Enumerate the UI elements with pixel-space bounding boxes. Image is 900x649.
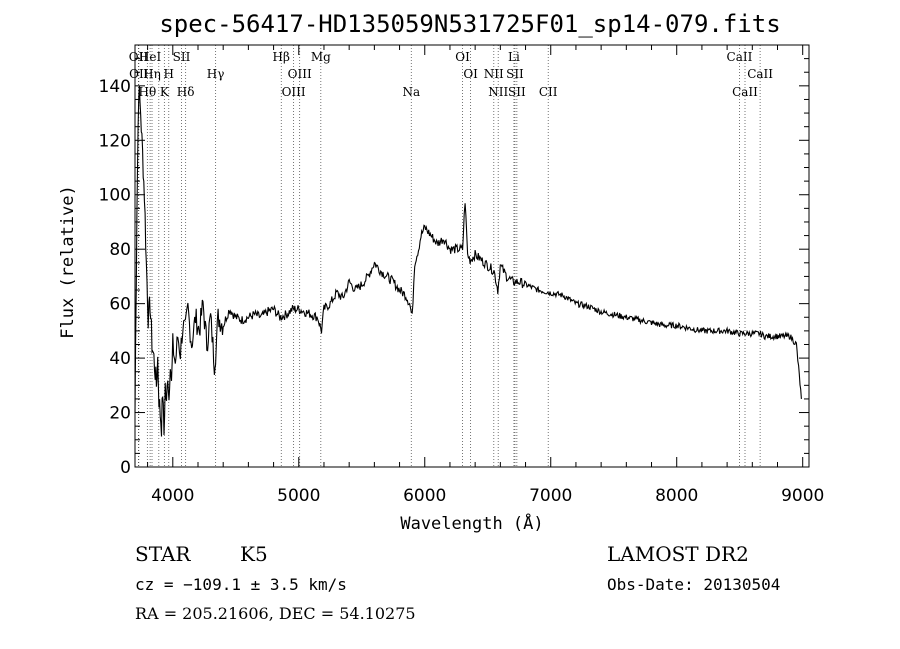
x-tick-label-2: 6000	[403, 486, 446, 506]
line-label-4: Mg	[311, 50, 331, 64]
line-label-16: CaII	[747, 67, 773, 81]
x-axis-label: Wavelength (Å)	[400, 512, 543, 534]
y-ticks: 0 20 40 60 80 100 120 140	[99, 44, 809, 478]
y-tick-label-6: 120	[99, 131, 131, 151]
line-label-17: Hθ	[138, 85, 156, 99]
spectral-subclass: K5	[240, 542, 268, 566]
line-label-8: OII	[129, 67, 149, 81]
line-label-15: SII	[506, 67, 524, 81]
line-label-18: K	[160, 85, 170, 99]
y-tick-label-2: 40	[109, 349, 131, 369]
line-label-22: NII	[488, 85, 508, 99]
line-label-24: CII	[539, 85, 558, 99]
line-label-5: OI	[455, 50, 470, 64]
x-tick-label-4: 8000	[655, 486, 698, 506]
redshift-velocity: cz = −109.1 ± 3.5 km/s	[135, 575, 347, 594]
y-tick-label-1: 20	[109, 404, 131, 424]
line-label-20: OIII	[282, 85, 306, 99]
y-tick-label-5: 100	[99, 186, 131, 206]
chart-title: spec-56417-HD135059N531725F01_sp14-079.f…	[159, 10, 780, 38]
line-label-6: Li	[508, 50, 520, 64]
line-label-11: Hγ	[207, 67, 225, 81]
line-label-9: Hη	[143, 67, 161, 81]
line-label-10: H	[164, 67, 174, 81]
line-label-0: OII	[129, 50, 149, 64]
spectrum-line	[134, 85, 802, 437]
line-label-12: OIII	[288, 67, 312, 81]
line-label-3: Hβ	[273, 50, 290, 64]
line-label-23: SII	[508, 85, 526, 99]
x-tick-label-1: 5000	[277, 486, 320, 506]
x-tick-label-0: 4000	[151, 486, 194, 506]
x-ticks: 4000 5000 6000 7000 8000 9000	[147, 45, 824, 506]
y-tick-label-0: 0	[120, 458, 131, 478]
y-tick-label-4: 80	[109, 240, 131, 260]
line-label-19: Hδ	[177, 85, 195, 99]
x-tick-label-3: 7000	[529, 486, 572, 506]
survey-name: LAMOST DR2	[607, 542, 749, 566]
line-label-2: SII	[173, 50, 191, 64]
x-tick-label-5: 9000	[781, 486, 824, 506]
plot-frame	[134, 44, 810, 468]
line-markers	[138, 45, 761, 467]
line-label-21: Na	[402, 85, 420, 99]
line-label-25: CaII	[732, 85, 758, 99]
object-class: STAR	[135, 542, 191, 566]
line-label-13: OI	[463, 67, 478, 81]
line-label-7: CaII	[727, 50, 753, 64]
y-tick-label-7: 140	[99, 77, 131, 97]
coordinates: RA = 205.21606, DEC = 54.10275	[135, 604, 416, 623]
line-label-1: HeI	[139, 50, 162, 64]
observation-date: Obs-Date: 20130504	[607, 575, 780, 594]
y-tick-label-3: 60	[109, 295, 131, 315]
y-axis-label: Flux (relative)	[58, 185, 78, 339]
line-label-14: NII	[484, 67, 504, 81]
